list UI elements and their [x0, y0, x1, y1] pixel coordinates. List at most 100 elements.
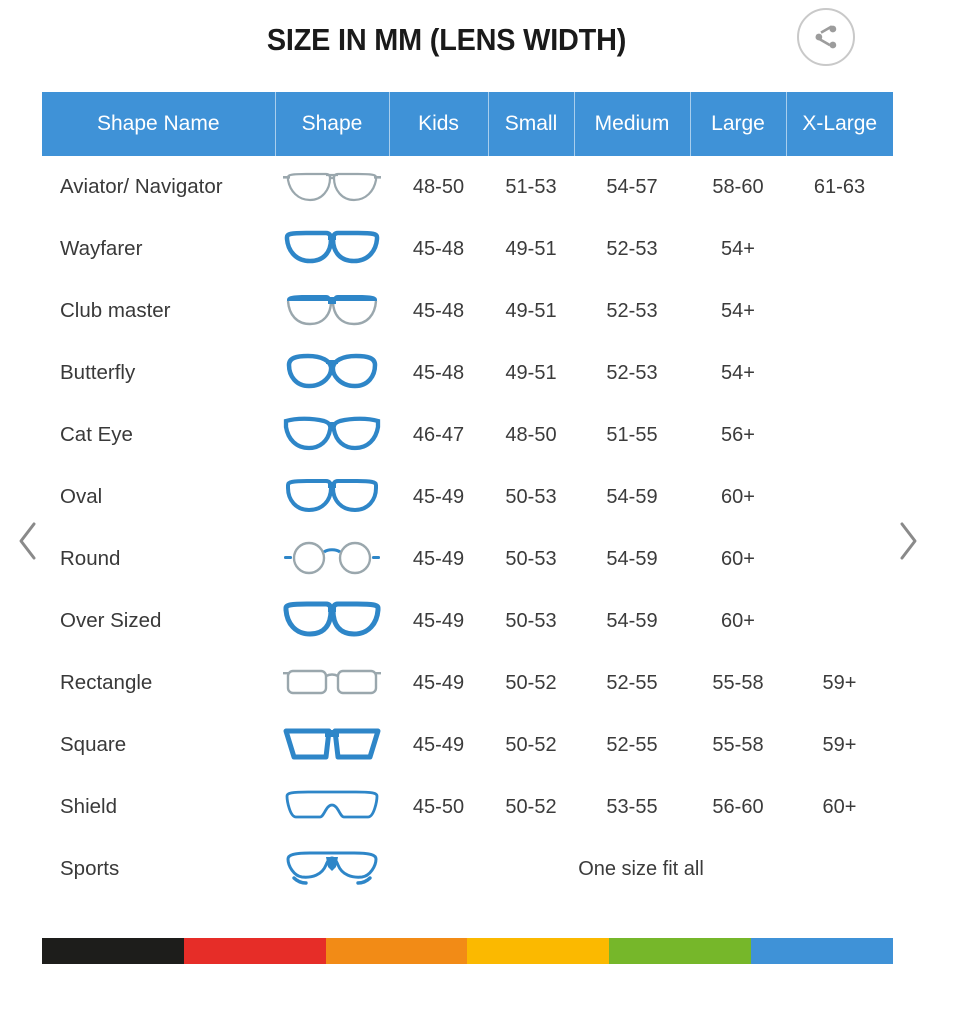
table-row: Aviator/ Navigator 48-50 51-53 54-57 58-60 61… [42, 156, 893, 218]
cell-xlarge [786, 404, 893, 466]
cell-small: 51-53 [488, 156, 574, 218]
cell-large: 55-58 [690, 714, 786, 776]
cell-shape-name: Aviator/ Navigator [42, 156, 275, 218]
cell-shape-name: Round [42, 528, 275, 590]
cell-shape-name: Oval [42, 466, 275, 528]
col-header-medium[interactable]: Medium [574, 92, 691, 156]
rectangle-glasses-icon [275, 652, 389, 714]
cell-xlarge: 59+ [786, 714, 893, 776]
table-row: Club master 45-48 49-51 52-53 54+ [42, 280, 893, 342]
cell-medium: 54-59 [574, 528, 690, 590]
cell-large: 54+ [690, 218, 786, 280]
cell-small: 50-53 [488, 466, 574, 528]
size-table-wrap: Shape Name Shape Kids Small Medium Large… [42, 92, 893, 900]
cell-small: 50-52 [488, 714, 574, 776]
cell-kids: 45-49 [389, 590, 488, 652]
cell-xlarge [786, 218, 893, 280]
table-row: Over Sized 45-49 50-53 54-59 60+ [42, 590, 893, 652]
color-segment-5 [751, 938, 893, 964]
cell-shape-name: Rectangle [42, 652, 275, 714]
cell-large: 60+ [690, 590, 786, 652]
table-row: Oval 45-49 50-53 54-59 60+ [42, 466, 893, 528]
table-row: Cat Eye 46-47 48-50 51-55 56+ [42, 404, 893, 466]
cell-xlarge: 59+ [786, 652, 893, 714]
cell-xlarge [786, 466, 893, 528]
col-header-xlarge[interactable]: X-Large [786, 92, 893, 156]
cell-shape-name: Square [42, 714, 275, 776]
next-slide-button[interactable] [888, 514, 928, 572]
cell-xlarge: 60+ [786, 776, 893, 838]
table-row: Rectangle 45-49 50-52 52-55 55-58 59+ [42, 652, 893, 714]
cell-medium: 54-57 [574, 156, 690, 218]
header-row: Shape Name Shape Kids Small Medium Large… [42, 92, 893, 156]
cell-small: 48-50 [488, 404, 574, 466]
cell-kids: 45-48 [389, 342, 488, 404]
cell-large: 55-58 [690, 652, 786, 714]
cell-large: 60+ [690, 466, 786, 528]
cell-small: 50-53 [488, 528, 574, 590]
cell-xlarge [786, 342, 893, 404]
cell-large: 54+ [690, 342, 786, 404]
oval-glasses-icon [275, 466, 389, 528]
cell-kids: 45-49 [389, 466, 488, 528]
cell-small: 49-51 [488, 280, 574, 342]
chevron-right-icon [896, 520, 920, 567]
cell-xlarge [786, 590, 893, 652]
sports-glasses-icon [275, 838, 389, 900]
cell-medium: 54-59 [574, 590, 690, 652]
cell-large: 56+ [690, 404, 786, 466]
cell-kids: 45-49 [389, 714, 488, 776]
cell-xlarge [786, 280, 893, 342]
table-row: Butterfly 45-48 49-51 52-53 54+ [42, 342, 893, 404]
cell-large: 60+ [690, 528, 786, 590]
table-body: Aviator/ Navigator 48-50 51-53 54-57 58-60 61… [42, 156, 893, 900]
butterfly-glasses-icon [275, 342, 389, 404]
cell-medium: 52-55 [574, 714, 690, 776]
cell-shape-name: Cat Eye [42, 404, 275, 466]
cell-small: 50-52 [488, 776, 574, 838]
col-header-small[interactable]: Small [488, 92, 575, 156]
cell-shape-name: Shield [42, 776, 275, 838]
table-row: Square 45-49 50-52 52-55 55-58 59+ [42, 714, 893, 776]
color-segment-4 [609, 938, 752, 964]
chevron-left-icon [16, 520, 40, 567]
table-row: Wayfarer 45-48 49-51 52-53 54+ [42, 218, 893, 280]
color-segment-2 [325, 938, 468, 964]
cell-medium: 53-55 [574, 776, 690, 838]
color-segment-1 [183, 938, 326, 964]
oversized-glasses-icon [275, 590, 389, 652]
size-chart-table: Shape Name Shape Kids Small Medium Large… [42, 92, 893, 900]
col-header-shape-name[interactable]: Shape Name [42, 92, 276, 156]
cell-medium: 54-59 [574, 466, 690, 528]
cell-large: 58-60 [690, 156, 786, 218]
cell-kids: 45-48 [389, 280, 488, 342]
cell-kids: 45-49 [389, 528, 488, 590]
cell-medium: 52-53 [574, 280, 690, 342]
cell-kids: 46-47 [389, 404, 488, 466]
color-segment-0 [42, 938, 184, 964]
table-row: Round 45-49 50-53 54-59 60+ [42, 528, 893, 590]
table-header: Shape Name Shape Kids Small Medium Large… [42, 92, 893, 156]
table-row: Sports One size fit all [42, 838, 893, 900]
cell-medium: 52-53 [574, 218, 690, 280]
prev-slide-button[interactable] [8, 514, 48, 572]
col-header-kids[interactable]: Kids [389, 92, 489, 156]
cell-medium: 52-55 [574, 652, 690, 714]
cell-small: 50-52 [488, 652, 574, 714]
col-header-shape[interactable]: Shape [275, 92, 390, 156]
cell-kids: 48-50 [389, 156, 488, 218]
col-header-large[interactable]: Large [690, 92, 787, 156]
cell-medium: 51-55 [574, 404, 690, 466]
clubmaster-glasses-icon [275, 280, 389, 342]
cell-shape-name: Over Sized [42, 590, 275, 652]
share-button[interactable] [797, 8, 855, 66]
share-icon [811, 22, 841, 52]
cell-xlarge: 61-63 [786, 156, 893, 218]
cell-shape-name: Butterfly [42, 342, 275, 404]
wayfarer-glasses-icon [275, 218, 389, 280]
cell-large: 54+ [690, 280, 786, 342]
table-row: Shield 45-50 50-52 53-55 56-60 60+ [42, 776, 893, 838]
title-bar: SIZE IN MM (LENS WIDTH) [0, 0, 893, 86]
cell-kids: 45-48 [389, 218, 488, 280]
